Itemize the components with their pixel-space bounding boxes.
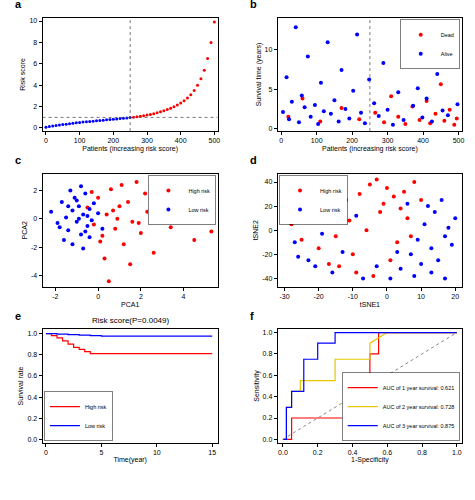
svg-text:0.2: 0.2: [263, 414, 273, 421]
svg-text:-2: -2: [31, 244, 37, 251]
svg-text:Survival rate: Survival rate: [17, 366, 24, 405]
svg-text:200: 200: [346, 137, 358, 144]
svg-text:8: 8: [33, 39, 37, 46]
svg-text:300: 300: [382, 137, 394, 144]
svg-text:0.8: 0.8: [27, 351, 37, 358]
svg-text:PCA2: PCA2: [21, 221, 28, 239]
svg-text:2: 2: [33, 187, 37, 194]
svg-text:6: 6: [33, 60, 37, 67]
svg-text:500: 500: [209, 137, 221, 144]
svg-text:0: 0: [96, 293, 100, 300]
svg-text:15: 15: [208, 449, 216, 456]
svg-text:0.0: 0.0: [27, 436, 37, 443]
svg-text:a: a: [15, 0, 22, 10]
svg-text:0.0: 0.0: [278, 449, 288, 456]
svg-text:10: 10: [264, 46, 272, 53]
svg-text:200: 200: [107, 137, 119, 144]
svg-text:0: 0: [268, 125, 272, 132]
svg-text:0.6: 0.6: [263, 372, 273, 379]
svg-text:AUC of 1 year survival: 0.621: AUC of 1 year survival: 0.621: [383, 385, 455, 391]
svg-text:0.8: 0.8: [263, 350, 273, 357]
svg-text:-20: -20: [314, 293, 324, 300]
svg-text:20: 20: [264, 203, 272, 210]
svg-text:4: 4: [33, 82, 37, 89]
svg-text:0.8: 0.8: [417, 449, 427, 456]
svg-text:-30: -30: [279, 293, 289, 300]
svg-text:1.0: 1.0: [263, 329, 273, 336]
svg-text:1-Specificity: 1-Specificity: [351, 456, 389, 464]
svg-text:4: 4: [182, 293, 186, 300]
svg-text:Risk score(P=0.0049): Risk score(P=0.0049): [92, 316, 169, 325]
svg-text:High risk: High risk: [85, 404, 107, 410]
svg-text:10: 10: [417, 293, 425, 300]
svg-text:0: 0: [268, 227, 272, 234]
svg-text:tSNE1: tSNE1: [360, 301, 380, 308]
svg-text:c: c: [15, 154, 21, 166]
svg-text:Alive: Alive: [441, 51, 453, 57]
svg-text:d: d: [250, 154, 257, 166]
svg-text:Low risk: Low risk: [85, 423, 105, 429]
svg-text:Survival time (years): Survival time (years): [255, 43, 263, 107]
svg-text:e: e: [15, 310, 21, 322]
svg-text:0.6: 0.6: [382, 449, 392, 456]
svg-text:Time(year): Time(year): [113, 456, 147, 464]
svg-text:-2: -2: [52, 293, 58, 300]
svg-text:500: 500: [453, 137, 465, 144]
svg-text:100: 100: [74, 137, 86, 144]
svg-text:5: 5: [268, 86, 272, 93]
svg-text:Patients (increasing risk scor: Patients (increasing risk score): [322, 145, 418, 153]
svg-text:300: 300: [141, 137, 153, 144]
svg-text:400: 400: [175, 137, 187, 144]
svg-text:Risk score: Risk score: [19, 58, 26, 91]
svg-text:Patients (increasing risk scor: Patients (increasing risk score): [82, 145, 178, 153]
svg-text:0: 0: [33, 215, 37, 222]
svg-text:2: 2: [33, 103, 37, 110]
svg-text:AUC of 2 year survival: 0.728: AUC of 2 year survival: 0.728: [383, 404, 455, 410]
svg-text:5: 5: [99, 449, 103, 456]
svg-text:High risk: High risk: [320, 188, 342, 194]
svg-text:0: 0: [33, 124, 37, 131]
svg-text:PCA1: PCA1: [121, 301, 139, 308]
svg-text:10: 10: [153, 449, 161, 456]
svg-text:Dead: Dead: [441, 32, 454, 38]
svg-text:400: 400: [417, 137, 429, 144]
svg-text:-40: -40: [262, 275, 272, 282]
svg-text:AUC of 3 year survival: 0.875: AUC of 3 year survival: 0.875: [383, 423, 455, 429]
svg-text:-4: -4: [31, 272, 37, 279]
svg-text:0.2: 0.2: [27, 415, 37, 422]
svg-text:0: 0: [44, 449, 48, 456]
svg-text:tSNE2: tSNE2: [252, 220, 259, 240]
svg-text:10: 10: [29, 17, 37, 24]
svg-text:0: 0: [385, 293, 389, 300]
svg-text:Low risk: Low risk: [188, 207, 208, 213]
svg-text:Low risk: Low risk: [320, 207, 340, 213]
svg-text:0.4: 0.4: [27, 394, 37, 401]
svg-text:0.6: 0.6: [27, 372, 37, 379]
svg-text:40: 40: [264, 178, 272, 185]
svg-text:f: f: [250, 310, 254, 322]
svg-text:0.4: 0.4: [263, 393, 273, 400]
svg-text:20: 20: [451, 293, 459, 300]
svg-text:High risk: High risk: [188, 188, 210, 194]
svg-text:0: 0: [44, 137, 48, 144]
svg-text:100: 100: [311, 137, 323, 144]
svg-text:0.0: 0.0: [263, 436, 273, 443]
svg-text:b: b: [250, 0, 257, 10]
svg-text:-20: -20: [262, 251, 272, 258]
svg-text:Sensitivity: Sensitivity: [253, 370, 261, 402]
svg-text:0.2: 0.2: [313, 449, 323, 456]
svg-text:-10: -10: [348, 293, 358, 300]
svg-text:1.0: 1.0: [452, 449, 462, 456]
svg-text:0.4: 0.4: [348, 449, 358, 456]
svg-text:1.0: 1.0: [27, 330, 37, 337]
svg-text:2: 2: [139, 293, 143, 300]
svg-text:0: 0: [279, 137, 283, 144]
